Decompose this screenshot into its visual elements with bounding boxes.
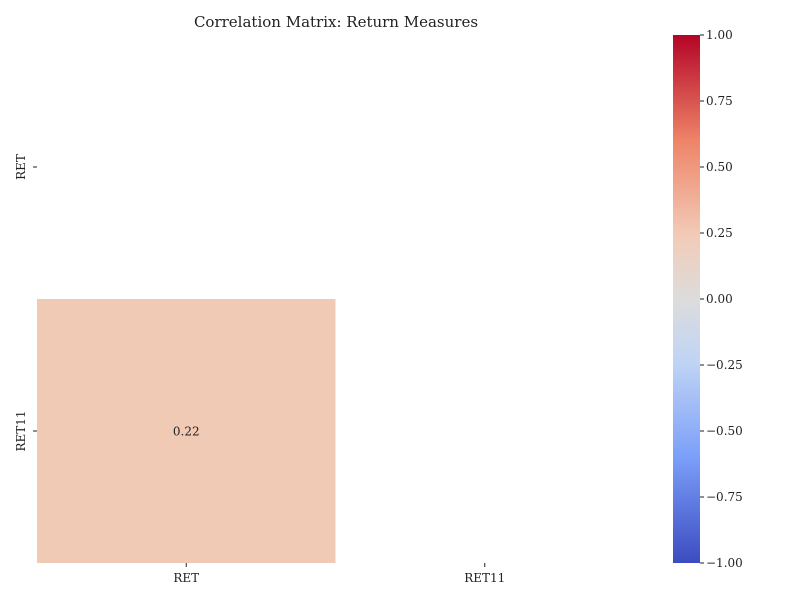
colorbar-ticks: 1.00 0.75 0.50 0.25 0.00 −0.25 −0.50 −0.75 −1.00 [700, 28, 743, 570]
colorbar-tick-label: −0.25 [706, 358, 743, 372]
cell-value-label: 0.22 [173, 425, 200, 439]
heatmap-cell [37, 299, 336, 563]
colorbar-tick-label: −0.50 [706, 424, 743, 438]
colorbar-tick-label: −0.75 [706, 490, 743, 504]
chart-title: Correlation Matrix: Return Measures [194, 13, 478, 31]
colorbar-tick-label: 0.00 [706, 292, 733, 306]
colorbar-tick-label: 0.25 [706, 226, 733, 240]
column-axis: RET RET11 [173, 563, 505, 585]
column-label: RET11 [464, 571, 505, 585]
row-label: RET [14, 154, 28, 180]
heatmap-cells: 0.22 [37, 299, 336, 563]
column-label: RET [173, 571, 199, 585]
colorbar [673, 35, 700, 563]
colorbar-tick-label: −1.00 [706, 556, 743, 570]
colorbar-tick-label: 0.50 [706, 160, 733, 174]
row-axis: RET RET11 [14, 154, 37, 452]
colorbar-tick-label: 0.75 [706, 94, 733, 108]
row-label: RET11 [14, 410, 28, 451]
colorbar-tick-label: 1.00 [706, 28, 733, 42]
